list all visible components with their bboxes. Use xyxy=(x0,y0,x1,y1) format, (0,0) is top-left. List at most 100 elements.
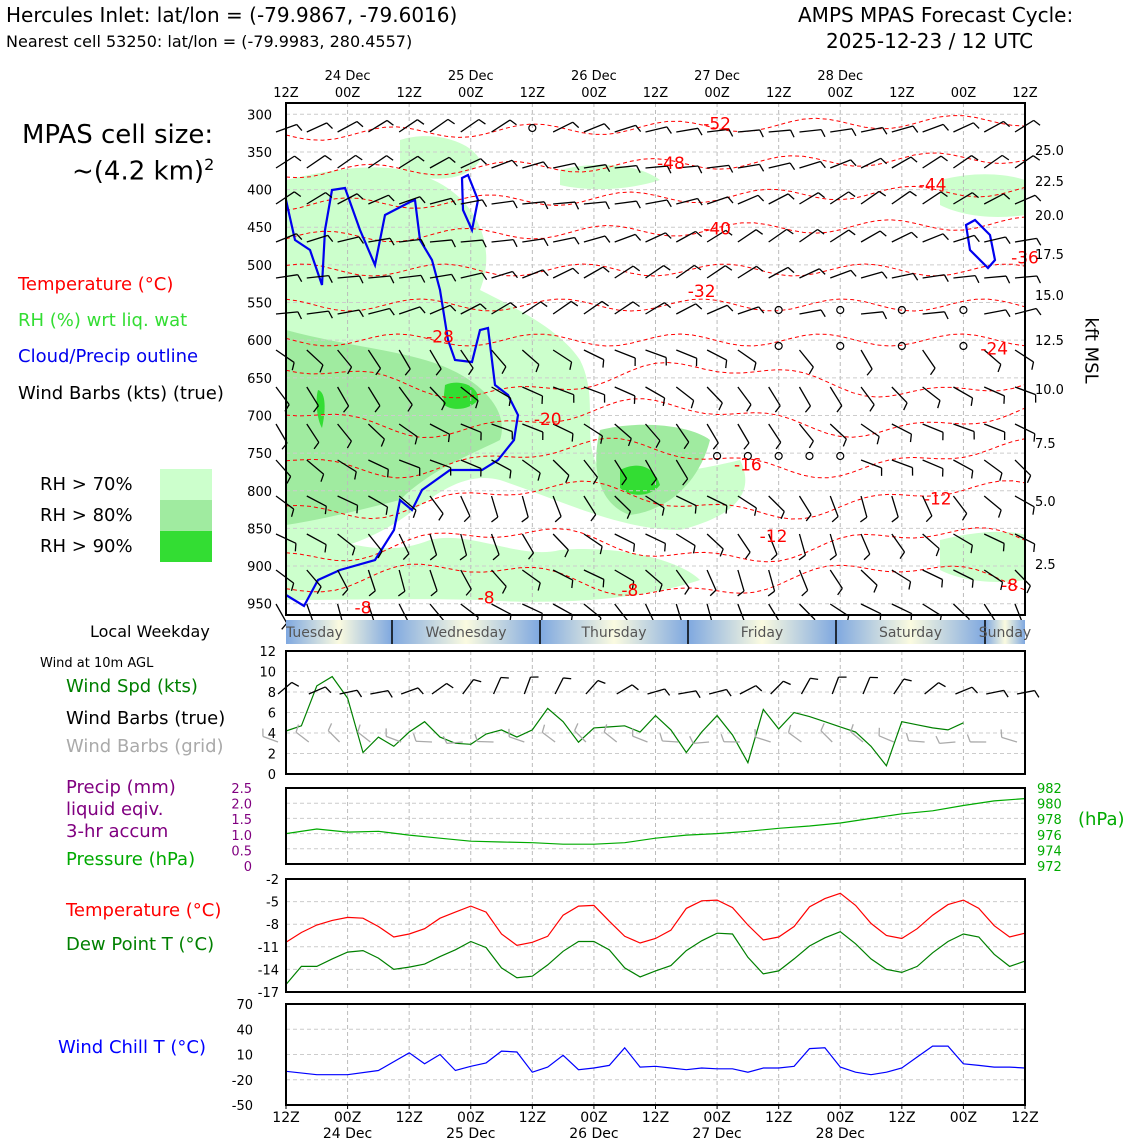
wind-barb-flag xyxy=(389,308,395,316)
wind-barb-flag xyxy=(1032,155,1041,161)
top-date-label: 25 Dec xyxy=(448,69,494,84)
wind-barb xyxy=(552,459,570,476)
wind-barb-flag xyxy=(880,157,888,165)
wind-barb-true xyxy=(523,676,532,695)
wind-barb xyxy=(953,533,973,546)
wind-barb-flag xyxy=(600,435,604,444)
wind-barb xyxy=(460,118,480,133)
temperature-contour xyxy=(285,437,1026,479)
rh90-swatch xyxy=(160,531,212,562)
wind-barb-flag xyxy=(316,586,322,595)
wind-barb xyxy=(368,155,387,169)
wind-barb xyxy=(429,459,451,469)
wind-barb xyxy=(768,423,782,443)
wind-barb-flag xyxy=(709,589,717,597)
wind-barb-flag xyxy=(666,165,672,174)
panel-y-tick: 0.5 xyxy=(231,844,252,859)
wind-barb xyxy=(429,386,446,404)
wind-barb xyxy=(737,569,745,592)
wind-barb xyxy=(737,265,757,279)
wind-barb-flag xyxy=(1033,543,1036,552)
wind-barb xyxy=(645,165,668,169)
calm-circle xyxy=(836,305,845,315)
wind-barb-flag xyxy=(407,404,413,412)
wind-barb xyxy=(706,533,724,550)
temperature-contour-label: -40 xyxy=(703,220,731,240)
temperature-contour-label: -48 xyxy=(657,154,685,174)
wind-barb xyxy=(984,309,1006,315)
wind-barb-flag xyxy=(818,268,826,275)
wind-barb-flag xyxy=(599,546,603,555)
temperature-contour-label: -32 xyxy=(688,282,716,302)
wind-barb-flag xyxy=(535,364,540,373)
wind-barb-flag xyxy=(842,438,847,447)
wind-barb xyxy=(891,272,914,279)
wind-barb-flag xyxy=(537,472,541,481)
wind-barb xyxy=(953,386,973,399)
wind-barb-flag xyxy=(891,516,899,523)
windchill-label: Wind Chill T (°C) xyxy=(58,1037,206,1058)
wind-barb xyxy=(891,459,913,469)
wind-barb xyxy=(490,495,499,518)
rh-shading xyxy=(286,136,1025,602)
wind-barb xyxy=(368,119,388,133)
rh70-region xyxy=(940,174,1025,217)
wind-barb-flag xyxy=(501,586,507,594)
bottom-date-label: 26 Dec xyxy=(569,1126,618,1140)
wind-barb-flag xyxy=(746,404,752,412)
wind-barb-grid-flag xyxy=(574,723,579,731)
wind-barb xyxy=(398,533,410,555)
precip-label: Precip (mm) xyxy=(66,777,176,798)
wind-barb-flag xyxy=(971,579,974,588)
wind-barb xyxy=(398,423,418,438)
wind-barb xyxy=(583,459,599,478)
wind-barb xyxy=(306,274,329,279)
wind-barb-flag xyxy=(389,275,395,284)
wind-barb xyxy=(891,190,911,205)
cell-size-text: ~(4.2 km) xyxy=(72,156,205,187)
wind-barb xyxy=(1014,569,1031,587)
wind-barb-flag xyxy=(935,548,940,557)
wind-barb xyxy=(460,199,483,205)
wind-barb-flag xyxy=(929,367,936,376)
wind-barb xyxy=(398,569,406,592)
wind-barb-flag xyxy=(817,192,826,199)
panel-y-tick: -5 xyxy=(266,896,279,911)
panel-y-tick: -11 xyxy=(258,941,279,956)
wind-barb xyxy=(953,234,975,243)
wind-barb-flag xyxy=(820,309,826,318)
wind-barb xyxy=(583,349,604,361)
wind-barb xyxy=(645,386,665,399)
wind-barb-true xyxy=(831,676,840,695)
wind-barb-flag xyxy=(605,164,611,172)
temperature-contour-label: -8 xyxy=(621,581,638,601)
wind-barb xyxy=(367,386,381,407)
wind-barb-flag xyxy=(554,516,562,523)
wind-barb-flag xyxy=(754,507,757,516)
wind-barb xyxy=(614,349,636,359)
panel-y-tick: 0 xyxy=(268,768,276,783)
wind-barb xyxy=(922,495,933,517)
wind-barb xyxy=(645,423,661,442)
kft-tick-label: 10.0 xyxy=(1035,383,1064,398)
wind-barb-flag xyxy=(879,230,887,237)
wind-barb xyxy=(768,228,788,243)
wind-barb-flag xyxy=(881,271,888,279)
temperature-contour-labels: -52-48-44-40-36-32-28-24-20-16-12-12-8 -8… xyxy=(355,114,1039,618)
wind-barb-flag xyxy=(780,511,785,520)
wind-barb-flag xyxy=(755,229,764,235)
wind-barb-flag xyxy=(758,306,765,314)
wind-barb-grid xyxy=(262,735,279,743)
wind-barb xyxy=(367,423,385,440)
temperature-line xyxy=(285,892,1026,946)
wind-barb-flag xyxy=(479,303,487,310)
panel-frame xyxy=(285,787,1026,865)
wind-barb-flag xyxy=(974,275,980,284)
wind-barb-flag xyxy=(389,237,395,246)
wind-barb-flag xyxy=(941,579,944,588)
wind-barb xyxy=(706,265,726,279)
wind-barb xyxy=(275,495,295,510)
wind-barb-flag xyxy=(528,552,535,560)
wind-barb-flag xyxy=(459,554,467,561)
wind-barb-flag xyxy=(343,405,350,413)
